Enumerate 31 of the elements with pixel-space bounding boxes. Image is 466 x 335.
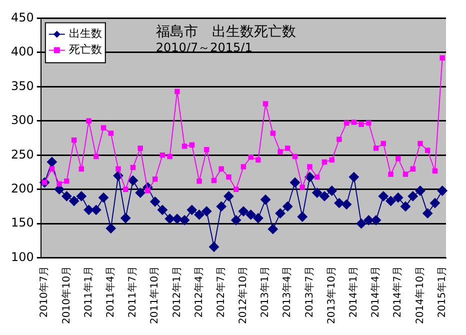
x-tick-label: 2014年7月: [392, 266, 404, 318]
y-tick-label: 100: [11, 250, 34, 264]
x-tick-label: 2012年7月: [214, 266, 227, 318]
y-tick-label: 400: [11, 44, 34, 59]
x-tick-label: 2012年4月: [192, 266, 205, 318]
x-tick-label: 2014年4月: [370, 266, 382, 318]
x-tick-label: 2014年10月: [414, 266, 426, 324]
x-tick-label: 2010年7月: [38, 266, 50, 318]
y-tick-label: 450: [11, 10, 34, 24]
x-tick-label: 2013年4月: [281, 266, 294, 318]
x-tick-label: 2013年10月: [325, 266, 338, 324]
y-tick-label: 250: [11, 147, 34, 162]
x-tick-label: 2014年1月: [348, 266, 360, 318]
x-tick-label: 2012年10月: [237, 266, 250, 324]
x-tick-label: 2015年1月: [436, 266, 448, 318]
legend-label: 出生数: [68, 27, 102, 40]
legend-label: 死亡数: [68, 43, 102, 56]
x-tick-label: 2010年10月: [60, 266, 72, 324]
text: 2010/7～2015/1: [156, 40, 252, 54]
x-tick-label: 2013年7月: [303, 266, 316, 318]
x-tick-label: 2013年1月: [259, 266, 272, 318]
y-tick-label: 350: [11, 78, 34, 93]
x-tick-label: 2012年1月: [170, 266, 183, 318]
x-tick-label: 2011年10月: [148, 266, 161, 324]
y-tick-label: 150: [11, 216, 34, 230]
chart-title: 福島市 出生数死亡数: [156, 24, 296, 40]
x-tick-label: 2011年1月: [82, 266, 94, 318]
x-tick-label: 2011年4月: [104, 266, 116, 318]
y-tick-label: 200: [11, 181, 34, 196]
y-tick-label: 300: [11, 113, 34, 128]
x-tick-label: 2011年7月: [126, 266, 139, 318]
